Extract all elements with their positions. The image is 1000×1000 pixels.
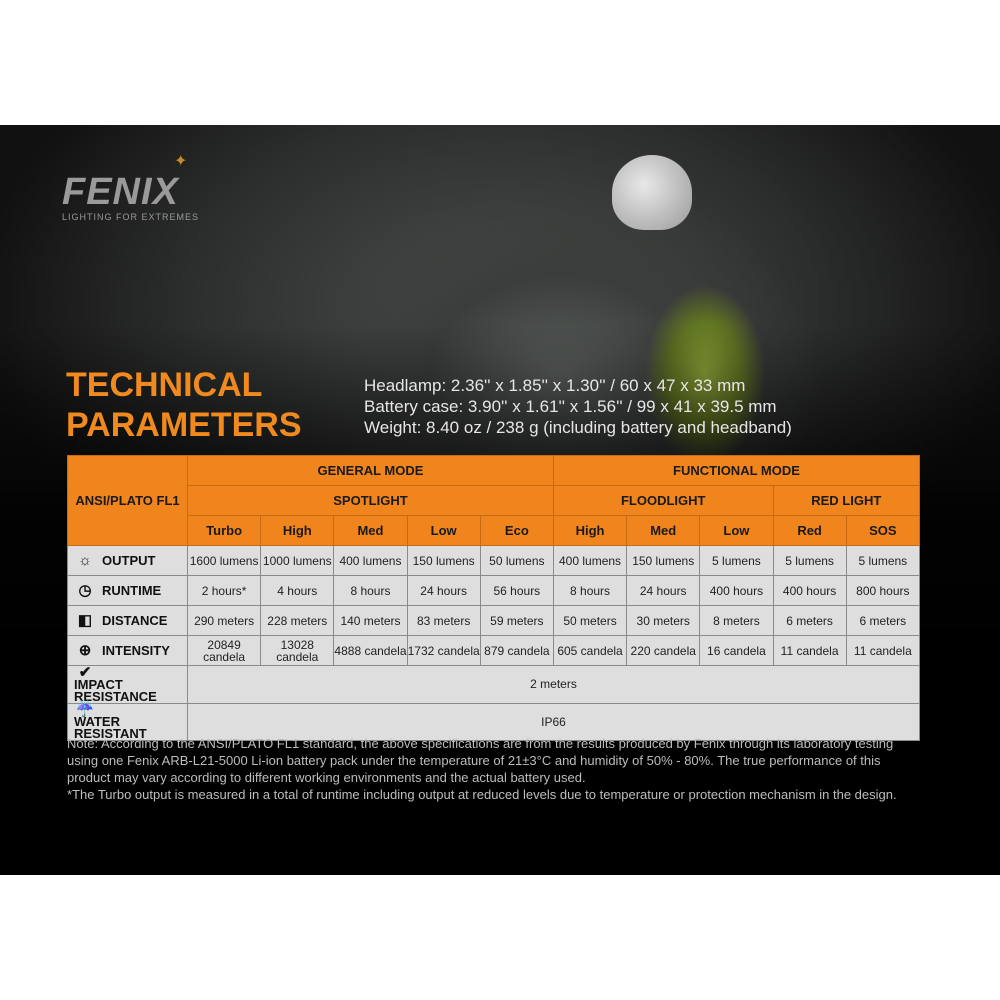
table-cell: 879 candela [479, 635, 554, 666]
logo-tagline: LIGHTING FOR EXTREMES [62, 212, 200, 222]
table-cell: 16 candela [699, 635, 774, 666]
row-label-text: DISTANCE [102, 612, 168, 628]
table-cell: 290 meters [186, 605, 262, 636]
row-label-text: INTENSITY [102, 642, 170, 658]
table-corner: ANSI/PLATO FL1 [67, 455, 188, 546]
group-header: GENERAL MODE [187, 455, 554, 486]
worker-helmet-image [612, 155, 692, 230]
table-cell: 11 candela [772, 635, 847, 666]
row-label: ◧ DISTANCE [67, 605, 188, 636]
row-label-text: OUTPUT [102, 552, 156, 568]
table-row: ☼ OUTPUT 1600 lumens 1000 lumens 400 lumens 1… [67, 545, 921, 576]
table-cell: 8 hours [552, 575, 628, 606]
fenix-logo: ✦ FENIX LIGHTING FOR EXTREMES [62, 154, 200, 223]
mode-header: Turbo [186, 515, 262, 546]
row-label-text: RUNTIME [102, 582, 162, 598]
mode-header: Red [772, 515, 847, 546]
mode-header: Med [626, 515, 701, 546]
subgroup-header: RED LIGHT [772, 485, 920, 516]
table-cell: 150 lumens [626, 545, 701, 576]
output-rays-icon: ☼ [78, 551, 92, 569]
table-cell: 83 meters [406, 605, 481, 636]
table-cell: 30 meters [626, 605, 701, 636]
row-label: ☼ OUTPUT [67, 545, 188, 576]
table-cell: 56 hours [479, 575, 554, 606]
table-cell: 5 lumens [772, 545, 847, 576]
mode-header: SOS [845, 515, 921, 546]
table-cell: 140 meters [333, 605, 408, 636]
weight: Weight: 8.40 oz / 238 g (including batte… [364, 418, 792, 437]
logo-brand: FENIX [62, 171, 179, 213]
group-header: FUNCTIONAL MODE [552, 455, 921, 486]
star-icon: ✦ [174, 153, 188, 170]
footnote-text: *The Turbo output is measured in a total… [67, 787, 897, 802]
note-text: Note: According to the ANSI/PLATO FL1 st… [67, 736, 894, 785]
table-cell: 400 lumens [333, 545, 408, 576]
table-cell: 6 meters [845, 605, 921, 636]
mode-header: Low [699, 515, 774, 546]
title-line-1: TECHNICAL [66, 366, 263, 404]
row-label: ◷ RUNTIME [67, 575, 188, 606]
table-cell: 1732 candela [406, 635, 481, 666]
table-cell: 150 lumens [406, 545, 481, 576]
table-cell: 50 lumens [479, 545, 554, 576]
table-cell: 400 hours [772, 575, 847, 606]
table-cell: 13028 candela [260, 635, 335, 666]
table-cell: 59 meters [479, 605, 554, 636]
beam-distance-icon: ◧ [77, 611, 93, 629]
notes: Note: According to the ANSI/PLATO FL1 st… [67, 735, 927, 803]
table-cell: 8 hours [333, 575, 408, 606]
title-line-2: PARAMETERS [66, 406, 302, 444]
table-cell: 6 meters [772, 605, 847, 636]
table-cell: 800 hours [845, 575, 921, 606]
row-label-impact: ✔IMPACT RESISTANCE [67, 663, 188, 704]
mode-header: Med [333, 515, 408, 546]
subgroup-header: FLOODLIGHT [552, 485, 774, 516]
table-cell: 220 candela [626, 635, 701, 666]
table-cell: 24 hours [406, 575, 481, 606]
headlamp-dimensions: Headlamp: 2.36'' x 1.85'' x 1.30'' / 60 … [364, 376, 746, 395]
clock-icon: ◷ [78, 581, 92, 599]
target-icon: ⊕ [78, 641, 92, 659]
table-row: ◧ DISTANCE 290 meters 228 meters 140 meters 8… [67, 605, 921, 636]
row-label: ⊕ INTENSITY [67, 635, 188, 666]
table-row: ◷ RUNTIME 2 hours* 4 hours 8 hours 24 hours 56… [67, 575, 921, 606]
table-cell: 4888 candela [333, 635, 408, 666]
subgroup-header: SPOTLIGHT [187, 485, 554, 516]
dimensions-list: Headlamp: 2.36'' x 1.85'' x 1.30'' / 60 … [364, 375, 792, 438]
mode-header: Low [406, 515, 481, 546]
table-cell: 400 lumens [552, 545, 628, 576]
water-value: IP66 [187, 702, 920, 742]
table-cell: 228 meters [260, 605, 335, 636]
page-title: TECHNICAL PARAMETERS [66, 365, 302, 445]
table-cell: 50 meters [552, 605, 628, 636]
water-icon: ☔ [75, 701, 95, 719]
mode-header: Eco [479, 515, 554, 546]
impact-value: 2 meters [187, 665, 920, 704]
spec-table: ANSI/PLATO FL1 GENERAL MODE FUNCTIONAL M… [67, 455, 921, 742]
mode-header: High [260, 515, 335, 546]
table-cell: 20849 candela [186, 635, 262, 666]
product-banner: ✦ FENIX LIGHTING FOR EXTREMES TECHNICAL … [0, 125, 1000, 875]
table-cell: 24 hours [626, 575, 701, 606]
table-cell: 400 hours [699, 575, 774, 606]
table-cell: 5 lumens [699, 545, 774, 576]
table-cell: 605 candela [552, 635, 628, 666]
table-cell: 1600 lumens [186, 545, 262, 576]
impact-icon: ✔ [78, 663, 92, 681]
table-row: ⊕ INTENSITY 20849 candela 13028 candela 4888… [67, 635, 921, 666]
table-cell: 4 hours [260, 575, 335, 606]
mode-header: High [552, 515, 628, 546]
table-cell: 2 hours* [186, 575, 262, 606]
table-cell: 8 meters [699, 605, 774, 636]
table-cell: 1000 lumens [260, 545, 335, 576]
table-cell: 11 candela [845, 635, 921, 666]
battery-case-dimensions: Battery case: 3.90'' x 1.61'' x 1.56'' /… [364, 397, 777, 416]
table-cell: 5 lumens [845, 545, 921, 576]
